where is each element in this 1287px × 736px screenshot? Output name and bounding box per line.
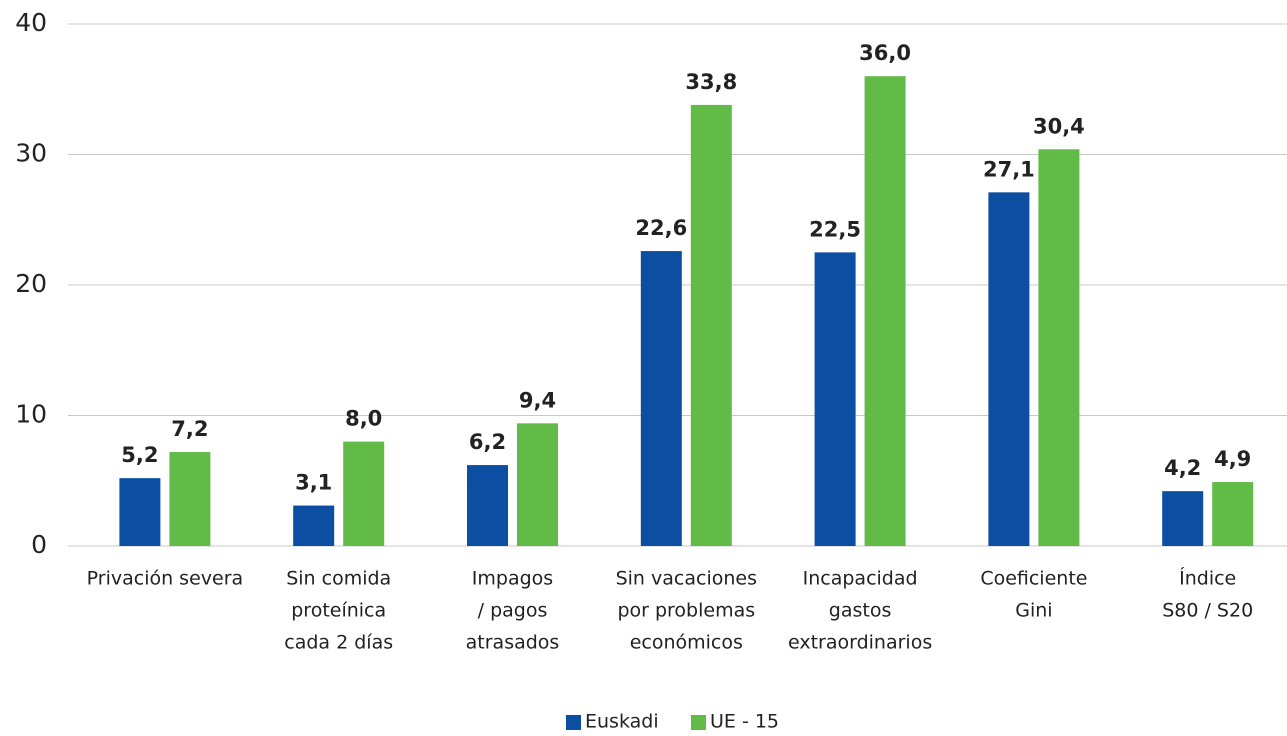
value-label: 3,1 xyxy=(295,471,332,495)
value-label: 27,1 xyxy=(983,157,1035,181)
x-tick-label: cada 2 días xyxy=(284,632,393,654)
x-tick-label: proteínica xyxy=(291,600,386,622)
value-label: 9,4 xyxy=(519,388,556,412)
value-label: 36,0 xyxy=(859,41,911,65)
value-label: 4,9 xyxy=(1214,447,1251,471)
bar xyxy=(169,452,211,546)
legend-swatch xyxy=(691,715,706,730)
y-tick-label: 10 xyxy=(15,400,47,429)
x-tick-label: / pagos xyxy=(478,600,548,622)
bar xyxy=(1162,491,1204,546)
x-tick-label: S80 / S20 xyxy=(1162,600,1253,622)
x-tick-label: atrasados xyxy=(466,632,560,654)
legend-label: UE - 15 xyxy=(710,711,779,733)
x-tick-label: Incapacidad xyxy=(803,568,918,590)
bar xyxy=(1038,149,1080,546)
value-label: 30,4 xyxy=(1033,114,1085,138)
x-tick-label: Sin vacaciones xyxy=(616,568,757,590)
bar xyxy=(119,478,161,546)
legend-label: Euskadi xyxy=(585,711,659,733)
bar xyxy=(343,441,385,546)
x-tick-label: Índice xyxy=(1179,567,1236,590)
x-tick-label: gastos xyxy=(829,600,892,622)
x-tick-label: por problemas xyxy=(617,600,755,622)
y-tick-label: 20 xyxy=(15,269,47,298)
legend-swatch xyxy=(566,715,581,730)
value-label: 5,2 xyxy=(121,443,158,467)
bar xyxy=(293,505,335,546)
value-label: 33,8 xyxy=(685,70,737,94)
value-label: 22,6 xyxy=(635,216,687,240)
value-label: 8,0 xyxy=(345,407,382,431)
value-label: 7,2 xyxy=(171,417,208,441)
bar xyxy=(1212,482,1254,546)
bar xyxy=(517,423,558,546)
y-tick-label: 30 xyxy=(15,139,47,168)
bar xyxy=(988,192,1030,546)
value-label: 22,5 xyxy=(809,217,861,241)
bar xyxy=(690,104,732,546)
bar xyxy=(864,76,906,546)
x-tick-label: Sin comida xyxy=(286,568,391,590)
value-label: 6,2 xyxy=(469,430,506,454)
bar xyxy=(640,251,682,546)
x-tick-label: Impagos xyxy=(472,568,553,590)
y-tick-label: 40 xyxy=(15,8,47,37)
value-label: 4,2 xyxy=(1164,456,1201,480)
x-tick-label: Gini xyxy=(1015,600,1052,622)
x-tick-label: económicos xyxy=(630,632,743,654)
y-tick-label: 0 xyxy=(31,530,47,559)
x-tick-label: Privación severa xyxy=(87,568,244,590)
bar xyxy=(814,252,856,546)
x-tick-label: extraordinarios xyxy=(788,632,932,654)
x-tick-label: Coeficiente xyxy=(980,568,1087,590)
bar xyxy=(467,465,508,546)
